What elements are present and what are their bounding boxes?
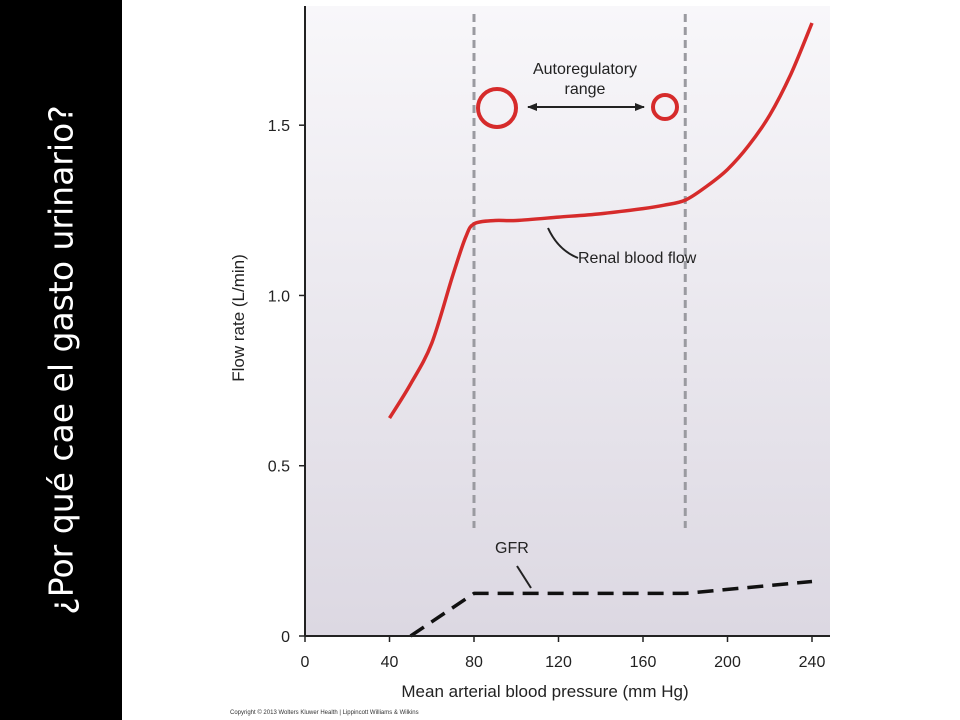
x-tick-label: 240 [799,654,826,671]
plot-area [305,6,830,636]
y-tick-label: 1.5 [268,118,290,135]
renal-blood-flow-series-line [388,22,814,420]
x-axis-title: Mean arterial blood pressure (mm Hg) [401,682,688,701]
gfr-label: GFR [495,540,529,557]
y-tick-label: 0.5 [268,459,290,476]
dilated-vessel-icon [476,87,518,129]
x-tick-label: 160 [630,654,657,671]
side-title-bar: ¿Por qué cae el gasto urinario? [0,0,122,720]
x-tick-label: 0 [301,654,310,671]
copyright-footer: Copyright © 2013 Wolters Kluwer Health |… [230,709,419,716]
renal-blood-flow-label: Renal blood flow [578,250,697,267]
y-tick-label: 1.0 [268,288,290,305]
y-axis-title: Flow rate (L/min) [229,254,248,382]
x-tick-label: 40 [381,654,399,671]
x-tick-label: 200 [714,654,741,671]
x-tick-label: 120 [545,654,572,671]
gfr-leader-line [516,565,532,589]
constricted-vessel-icon [651,93,679,121]
y-tick-label: 0 [281,629,290,646]
renal-blood-flow-leader-line [547,227,579,259]
gfr-series-line [409,579,813,638]
x-tick-label: 80 [465,654,483,671]
autoregulatory-label-line-1: Autoregulatory [533,61,637,78]
autoregulatory-label-line-2: range [565,81,606,98]
